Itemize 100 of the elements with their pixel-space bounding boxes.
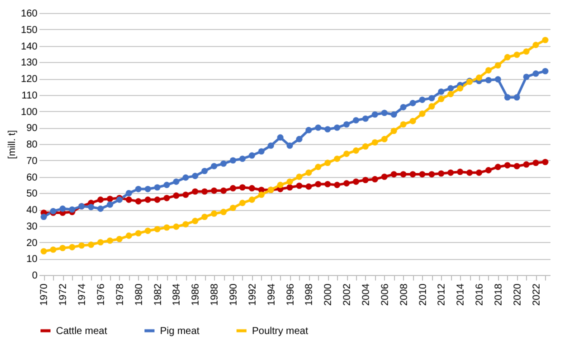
y-tick-label: 130 — [20, 58, 38, 69]
point — [88, 204, 94, 210]
point — [419, 171, 426, 178]
point — [438, 88, 444, 95]
point — [514, 94, 520, 100]
point — [381, 136, 388, 142]
point — [210, 162, 218, 170]
point — [230, 204, 236, 212]
y-tick-label: 90 — [26, 123, 38, 134]
point — [523, 48, 530, 55]
legend-label: Cattle meat — [56, 326, 108, 337]
point — [410, 171, 416, 178]
point — [456, 168, 464, 175]
y-tick-label: 80 — [26, 140, 38, 150]
legend-label: Poultry meat — [252, 326, 308, 337]
point — [324, 126, 331, 132]
point — [220, 160, 227, 167]
point — [230, 157, 236, 164]
point — [352, 117, 360, 124]
point — [210, 210, 218, 217]
point — [362, 115, 369, 122]
point — [485, 67, 492, 74]
x-tick-label: 1982 — [152, 283, 164, 306]
point — [542, 158, 548, 166]
point — [286, 184, 293, 191]
point — [68, 244, 76, 250]
y-axis-title: [mill. t] — [6, 130, 18, 159]
point — [192, 188, 198, 195]
x-tick-label: 1976 — [96, 283, 108, 306]
point — [542, 36, 548, 44]
x-tick-label: 1988 — [210, 283, 221, 306]
point — [68, 206, 76, 213]
point — [343, 150, 350, 157]
point — [410, 118, 416, 124]
point — [220, 208, 227, 216]
point — [314, 164, 322, 170]
point — [428, 171, 435, 178]
x-tick-label: 1990 — [228, 283, 240, 306]
point — [438, 96, 444, 102]
point — [220, 188, 227, 194]
point — [504, 162, 511, 168]
point — [343, 180, 350, 186]
point — [372, 139, 378, 146]
x-tick-label: 1980 — [134, 283, 145, 306]
point — [532, 70, 539, 77]
point — [447, 170, 454, 176]
point — [154, 196, 160, 203]
x-tick-label: 2022 — [531, 283, 542, 306]
point — [164, 194, 170, 202]
point — [182, 174, 189, 181]
x-tick-label: 1994 — [266, 283, 278, 306]
point — [154, 184, 160, 191]
point — [277, 134, 284, 141]
point — [258, 192, 265, 198]
point — [164, 224, 170, 231]
x-tick-label: 2012 — [436, 283, 448, 306]
point — [126, 232, 132, 239]
point — [523, 161, 530, 168]
y-tick-label: 0 — [32, 270, 38, 282]
point — [192, 172, 198, 180]
point — [50, 246, 56, 253]
point — [192, 218, 198, 224]
legend-label: Pig meat — [160, 326, 200, 337]
point — [116, 236, 123, 242]
point — [135, 198, 142, 204]
x-tick-label: 2010 — [418, 283, 429, 306]
point — [97, 206, 104, 212]
point — [514, 162, 520, 170]
point — [504, 94, 511, 100]
point — [334, 182, 340, 188]
x-tick-label: 1974 — [77, 283, 88, 306]
point — [59, 244, 66, 252]
point — [97, 239, 104, 246]
point — [334, 124, 340, 131]
point — [362, 143, 369, 150]
x-tick-label: 2016 — [474, 283, 486, 306]
x-tick-label: 1984 — [172, 283, 183, 306]
point — [532, 42, 539, 48]
point — [504, 54, 511, 60]
point — [296, 182, 302, 189]
point — [154, 226, 160, 232]
point — [428, 103, 435, 110]
x-tick-label: 2018 — [493, 283, 504, 306]
point — [40, 214, 47, 220]
x-tick-label: 2000 — [323, 283, 334, 306]
y-tick-label: 50 — [26, 188, 38, 200]
point — [334, 156, 340, 162]
x-tick-label: 1972 — [58, 283, 70, 306]
x-tick-label: 2020 — [512, 283, 524, 306]
point — [106, 196, 114, 202]
point — [324, 160, 331, 166]
point — [277, 182, 284, 188]
point — [372, 176, 378, 182]
point — [126, 196, 132, 203]
point — [352, 178, 360, 185]
point — [400, 171, 406, 178]
y-tick-label: 100 — [20, 106, 38, 118]
point — [106, 201, 114, 208]
x-tick-label: 1978 — [114, 283, 126, 306]
x-tick-label: 1970 — [39, 283, 50, 306]
